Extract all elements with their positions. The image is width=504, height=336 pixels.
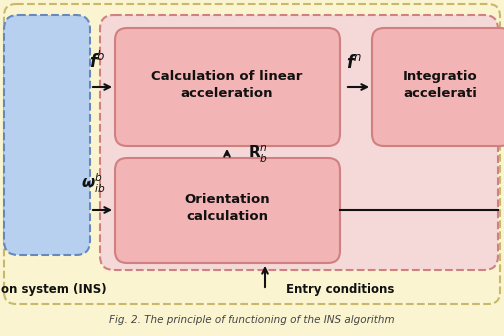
Text: Calculation of linear
acceleration: Calculation of linear acceleration	[151, 70, 303, 100]
FancyBboxPatch shape	[100, 15, 498, 270]
FancyBboxPatch shape	[115, 158, 340, 263]
Text: $\mathbf{R}_b^n$: $\mathbf{R}_b^n$	[248, 143, 268, 165]
FancyBboxPatch shape	[4, 15, 90, 255]
FancyBboxPatch shape	[372, 28, 504, 146]
Text: Orientation
calculation: Orientation calculation	[184, 193, 270, 223]
FancyBboxPatch shape	[4, 4, 500, 304]
Text: $\boldsymbol{f}^b$: $\boldsymbol{f}^b$	[89, 51, 105, 72]
Text: Integratio
accelerati: Integratio accelerati	[403, 70, 477, 100]
Text: ion system (INS): ion system (INS)	[0, 284, 107, 296]
Text: $\boldsymbol{f}^n$: $\boldsymbol{f}^n$	[346, 54, 362, 72]
Text: Entry conditions: Entry conditions	[286, 284, 394, 296]
Text: $\boldsymbol{\omega}_{ib}^b$: $\boldsymbol{\omega}_{ib}^b$	[81, 172, 105, 195]
FancyBboxPatch shape	[115, 28, 340, 146]
Text: Fig. 2. The principle of functioning of the INS algorithm: Fig. 2. The principle of functioning of …	[109, 315, 395, 325]
